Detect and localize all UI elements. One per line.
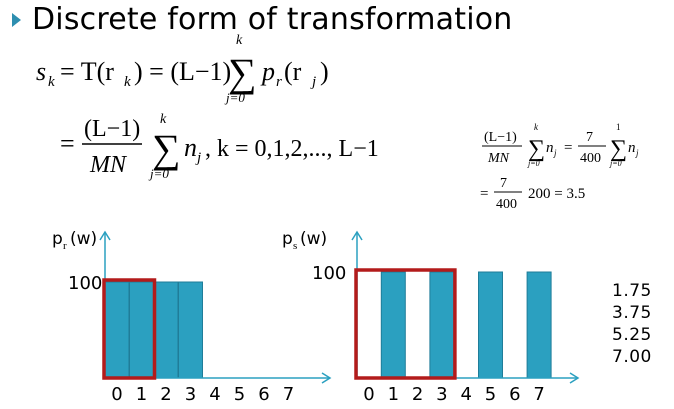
x-tick-label: 2	[412, 384, 423, 405]
bullet-arrow-icon	[12, 13, 21, 27]
side-term1: n	[546, 140, 554, 156]
side-line2-eq: =	[480, 186, 488, 202]
eq-p: p	[260, 57, 275, 86]
side-sum2-sign: ∑	[610, 136, 627, 162]
equation-line-1: s k = T(r k ) = (L−1) k ∑ j=0 p r (r j )	[36, 33, 329, 105]
eq-sum-bottom: j=0	[224, 90, 245, 105]
bar	[104, 281, 130, 379]
x-axis-arrow-icon	[321, 372, 332, 384]
y-axis-arrow-icon	[99, 230, 111, 241]
side-num2: 7	[586, 130, 593, 145]
x-tick-label: 4	[209, 384, 220, 405]
x-tick-label: 0	[111, 384, 122, 405]
y-tick-label: 100	[68, 273, 102, 294]
eq-close: )	[320, 57, 329, 86]
y-axis-arrow-icon	[351, 230, 363, 241]
side-sum2-bottom: j=0	[609, 159, 622, 168]
highlight-box	[354, 268, 457, 380]
eq-r-sub: k	[124, 74, 131, 90]
x-tick-label: 2	[160, 384, 171, 405]
bar	[153, 281, 179, 379]
eq-T: = T(r	[60, 57, 114, 86]
y-axis-label: p	[52, 229, 63, 249]
equation-line-2: = (L−1) MN k ∑ j=0 n j , k = 0,1,2,..., …	[60, 112, 379, 181]
side-line2-num: 7	[500, 176, 507, 191]
side-sum1-bottom: j=0	[527, 159, 540, 168]
eq2-n-sub: j	[195, 150, 201, 166]
y-axis-label-arg: (w)	[70, 229, 97, 249]
bar	[526, 271, 552, 379]
bar	[129, 281, 154, 379]
y-axis-label-sub: s	[293, 240, 297, 252]
eq2-sum-sign: ∑	[152, 126, 181, 171]
side-num1: (L−1)	[484, 130, 517, 145]
side-term2: n	[628, 140, 636, 156]
bar	[478, 271, 503, 379]
side-eq: =	[564, 140, 572, 156]
side-sum2-top: 1	[616, 122, 621, 132]
eq2-sum-top: k	[160, 112, 167, 127]
eq-sum-sign: ∑	[228, 50, 257, 95]
x-tick-label: 3	[436, 384, 447, 405]
eq2-den: MN	[89, 152, 128, 178]
x-tick-label: 4	[460, 384, 471, 405]
eq2-num: (L−1)	[84, 116, 140, 142]
x-tick-label: 7	[283, 384, 294, 405]
x-tick-label: 1	[388, 384, 399, 405]
eq-L-factor: ) = (L−1)	[134, 57, 231, 86]
eq-s: s	[36, 57, 46, 86]
side-value: 3.75	[612, 303, 652, 323]
x-tick-label: 6	[258, 384, 269, 405]
eq-rj: (r	[284, 57, 302, 86]
side-equation: (L−1) MN k ∑ j=0 n j = 7 400 1 ∑ j=0 n j…	[480, 122, 639, 212]
x-tick-label: 3	[185, 384, 196, 405]
side-term1-sub: j	[553, 148, 557, 158]
side-line2-rest: 200 = 3.5	[528, 186, 585, 202]
side-term2-sub: j	[635, 148, 639, 158]
eq-rj-sub: j	[310, 74, 316, 90]
side-sum1-sign: ∑	[528, 136, 545, 162]
x-tick-label: 5	[234, 384, 245, 405]
eq2-sum-bottom: j=0	[148, 166, 169, 181]
highlight-box	[102, 278, 157, 380]
bar	[380, 271, 406, 379]
eq-sum-top: k	[236, 33, 243, 48]
eq-s-sub: k	[48, 74, 55, 90]
side-value: 1.75	[612, 281, 652, 301]
x-tick-label: 7	[533, 384, 544, 405]
side-line2-den: 400	[496, 197, 517, 212]
eq2-cond: , k = 0,1,2,..., L−1	[205, 136, 379, 162]
bar	[178, 281, 203, 379]
side-value-list: 1.75 3.75 5.25 7.00	[612, 280, 652, 368]
side-den2: 400	[580, 151, 601, 166]
x-tick-label: 1	[136, 384, 147, 405]
side-sum1-top: k	[534, 122, 539, 132]
x-tick-label: 0	[363, 384, 374, 405]
side-value: 5.25	[612, 325, 652, 345]
eq2-equals: =	[60, 129, 75, 158]
side-den1: MN	[487, 151, 510, 166]
x-tick-label: 5	[485, 384, 496, 405]
eq-p-sub: r	[276, 74, 282, 90]
y-axis-label-arg: (w)	[300, 229, 327, 249]
y-axis-label-sub: r	[63, 240, 67, 252]
x-tick-label: 6	[509, 384, 520, 405]
y-axis-label: p	[282, 229, 293, 249]
slide-title: Discrete form of transformation	[32, 2, 513, 37]
side-value: 7.00	[612, 347, 652, 367]
eq2-n: n	[184, 133, 197, 162]
x-axis-arrow-icon	[569, 372, 580, 384]
bar	[429, 271, 455, 379]
y-tick-label: 100	[312, 263, 346, 284]
